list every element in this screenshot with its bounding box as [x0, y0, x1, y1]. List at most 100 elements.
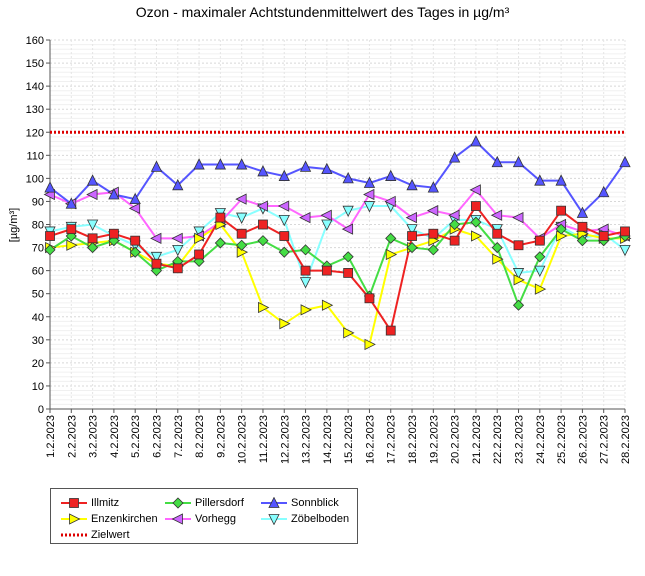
data-point-enzenkirchen — [471, 230, 483, 242]
data-point-illmitz — [194, 249, 204, 260]
x-tick-label: 1.2.2023 — [45, 415, 57, 458]
data-point-illmitz — [364, 293, 375, 304]
legend-marker-vorhegg — [171, 513, 183, 525]
y-tick-label: 130 — [26, 104, 44, 116]
data-point-illmitz — [471, 201, 481, 211]
data-point-vorhegg — [256, 200, 268, 212]
data-point-sonnblick — [619, 155, 631, 168]
series-line-vorhegg — [49, 188, 626, 240]
legend-label: Vorhegg — [195, 513, 236, 525]
legend-label: Pillersdorf — [195, 497, 244, 509]
series-line-pillersdorf — [49, 221, 626, 308]
data-point-illmitz — [236, 228, 247, 239]
y-tick-label: 90 — [32, 196, 44, 208]
data-point-sonnblick — [65, 197, 77, 209]
legend-item-illmitz: Illmitz — [59, 497, 119, 509]
data-point-pillersdorf — [470, 216, 482, 228]
data-point-sonnblick — [576, 206, 589, 218]
data-point-vorhegg — [86, 188, 98, 201]
data-point-pillersdorf — [406, 241, 418, 254]
legend-marker-illmitz — [69, 498, 79, 508]
data-point-illmitz — [321, 265, 332, 276]
data-point-z-belboden — [534, 265, 546, 278]
x-tick-label: 19.2.2023 — [428, 415, 440, 464]
data-point-z-belboden — [172, 244, 184, 257]
data-point-enzenkirchen — [194, 232, 206, 244]
data-point-pillersdorf — [299, 244, 312, 256]
data-point-vorhegg — [171, 232, 183, 244]
legend-swatch-vorhegg — [165, 513, 191, 525]
legend-swatch-enzenkirchen — [61, 513, 87, 525]
data-point-pillersdorf — [427, 244, 439, 256]
data-point-illmitz — [449, 235, 460, 246]
series-line-enzenkirchen — [49, 223, 625, 346]
y-axis-label: [µg/m³] — [8, 208, 20, 242]
x-tick-label: 5.2.2023 — [130, 415, 142, 458]
data-point-sonnblick — [512, 155, 525, 168]
data-point-sonnblick — [257, 165, 269, 177]
data-point-vorhegg — [448, 209, 460, 221]
x-tick-label: 6.2.2023 — [151, 415, 163, 458]
y-tick-label: 140 — [26, 81, 44, 93]
data-point-pillersdorf — [385, 232, 397, 244]
data-point-sonnblick — [598, 185, 610, 198]
data-point-pillersdorf — [278, 246, 290, 258]
y-tick-label: 80 — [32, 220, 44, 232]
data-point-z-belboden — [512, 268, 525, 280]
data-point-illmitz — [343, 268, 354, 278]
x-tick-label: 21.2.2023 — [471, 415, 483, 464]
data-point-sonnblick — [534, 174, 546, 186]
x-tick-label: 12.2.2023 — [279, 415, 291, 464]
x-tick-label: 22.2.2023 — [492, 415, 504, 464]
data-point-sonnblick — [172, 178, 184, 191]
x-tick-label: 15.2.2023 — [343, 415, 355, 464]
data-point-pillersdorf — [342, 251, 354, 263]
data-point-sonnblick — [342, 171, 354, 184]
data-point-sonnblick — [278, 169, 290, 181]
data-point-illmitz — [428, 228, 439, 239]
x-tick-label: 10.2.2023 — [237, 415, 249, 464]
legend-label: Zielwert — [91, 529, 130, 541]
data-point-vorhegg — [299, 211, 311, 224]
data-point-illmitz — [130, 235, 141, 246]
data-point-z-belboden — [278, 214, 290, 227]
data-point-sonnblick — [108, 188, 120, 200]
x-tick-label: 20.2.2023 — [450, 415, 462, 464]
data-point-illmitz — [300, 265, 311, 276]
y-tick-label: 160 — [26, 35, 44, 47]
data-point-enzenkirchen — [534, 283, 547, 295]
data-point-sonnblick — [44, 181, 56, 193]
x-tick-label: 8.2.2023 — [194, 415, 206, 458]
legend: Illmitz Pillersdorf Sonnblick Enzenkirchen V… — [50, 488, 358, 544]
data-point-illmitz — [258, 219, 268, 230]
y-tick-label: 0 — [38, 404, 44, 416]
x-tick-label: 3.2.2023 — [88, 415, 100, 458]
data-point-pillersdorf — [257, 235, 269, 247]
legend-marker-z-belboden — [268, 514, 280, 525]
data-point-sonnblick — [448, 151, 461, 163]
x-tick-label: 11.2.2023 — [258, 415, 270, 463]
x-tick-label: 27.2.2023 — [599, 415, 611, 464]
y-tick-label: 150 — [26, 58, 44, 70]
data-point-enzenkirchen — [66, 239, 78, 251]
series-line-sonnblick — [49, 140, 626, 215]
legend-item-enzenkirchen: Enzenkirchen — [59, 513, 158, 525]
legend-item-vorhegg: Vorhegg — [163, 513, 236, 525]
data-point-enzenkirchen — [385, 248, 398, 261]
series-points-illmitz — [45, 201, 630, 336]
data-point-pillersdorf — [87, 241, 99, 254]
data-point-illmitz — [620, 226, 630, 237]
data-point-vorhegg — [363, 188, 375, 201]
data-point-vorhegg — [235, 193, 247, 205]
data-point-vorhegg — [320, 209, 332, 221]
data-point-sonnblick — [236, 158, 248, 170]
data-point-enzenkirchen — [300, 304, 312, 316]
x-tick-label: 4.2.2023 — [109, 415, 121, 458]
data-point-z-belboden — [299, 277, 312, 289]
data-point-sonnblick — [321, 162, 333, 175]
data-point-z-belboden — [406, 224, 418, 236]
y-tick-label: 70 — [32, 243, 44, 255]
data-point-vorhegg — [341, 223, 354, 235]
data-point-enzenkirchen — [279, 318, 291, 330]
data-point-pillersdorf — [236, 239, 248, 251]
